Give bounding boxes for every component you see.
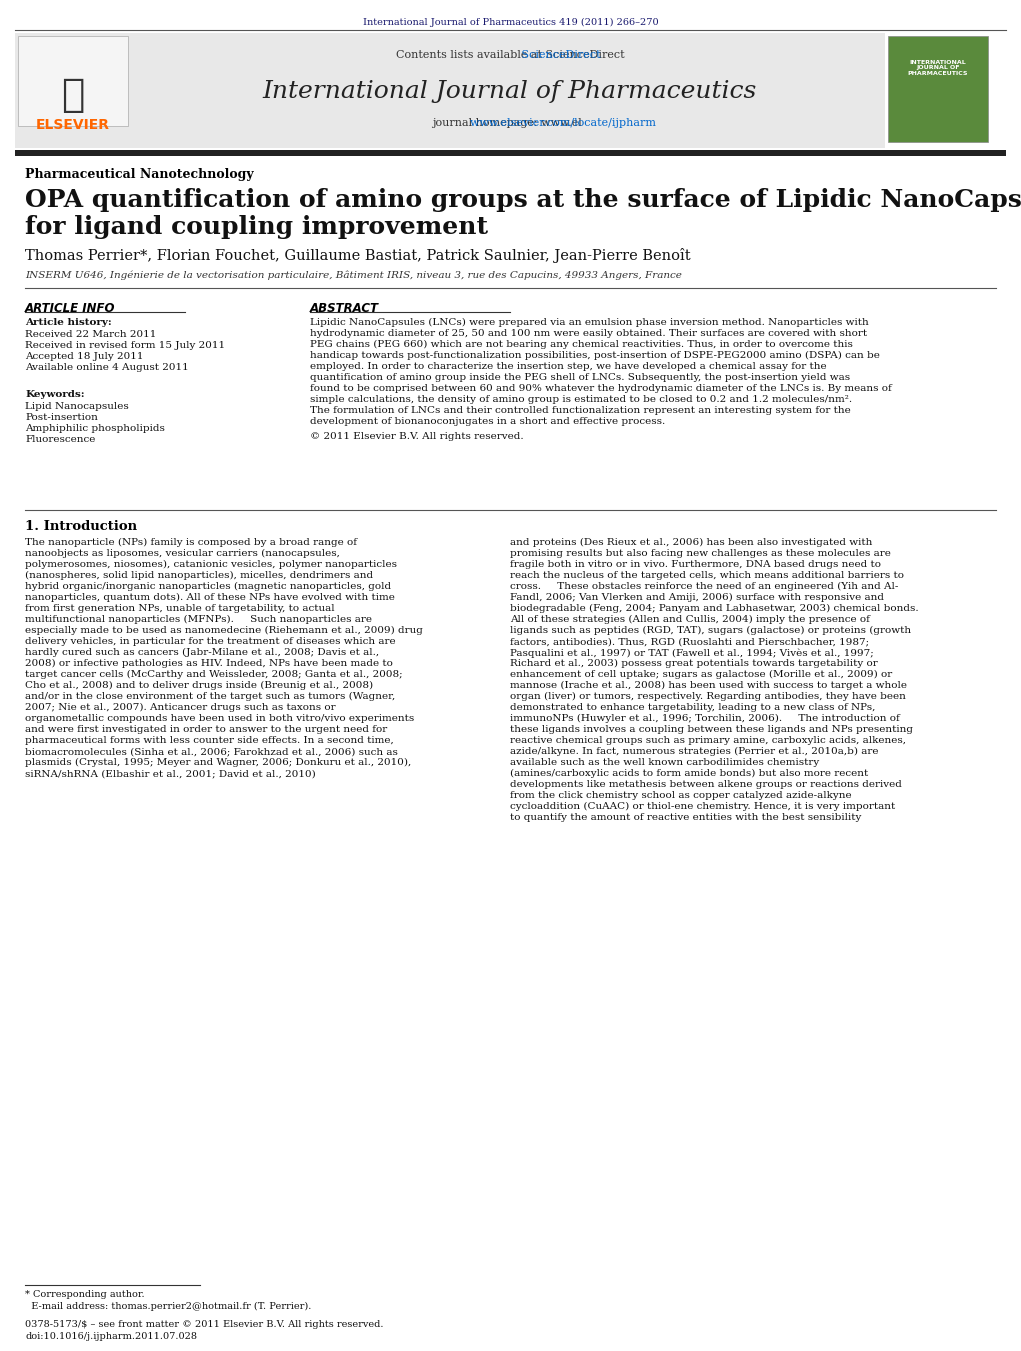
Text: mannose (Irache et al., 2008) has been used with success to target a whole: mannose (Irache et al., 2008) has been u… xyxy=(510,681,907,690)
Bar xyxy=(18,36,128,126)
Text: enhancement of cell uptake; sugars as galactose (Morille et al., 2009) or: enhancement of cell uptake; sugars as ga… xyxy=(510,670,892,680)
Text: The formulation of LNCs and their controlled functionalization represent an inte: The formulation of LNCs and their contro… xyxy=(310,407,850,415)
Text: Post-insertion: Post-insertion xyxy=(25,413,98,422)
Text: * Corresponding author.: * Corresponding author. xyxy=(25,1290,145,1300)
Text: Cho et al., 2008) and to deliver drugs inside (Breunig et al., 2008): Cho et al., 2008) and to deliver drugs i… xyxy=(25,681,373,690)
Text: organ (liver) or tumors, respectively. Regarding antibodies, they have been: organ (liver) or tumors, respectively. R… xyxy=(510,692,906,701)
Text: nanoparticles, quantum dots). All of these NPs have evolved with time: nanoparticles, quantum dots). All of the… xyxy=(25,593,395,603)
Text: E-mail address: thomas.perrier2@hotmail.fr (T. Perrier).: E-mail address: thomas.perrier2@hotmail.… xyxy=(25,1302,311,1310)
Text: and proteins (Des Rieux et al., 2006) has been also investigated with: and proteins (Des Rieux et al., 2006) ha… xyxy=(510,538,872,547)
Text: Fluorescence: Fluorescence xyxy=(25,435,95,444)
Text: quantification of amino group inside the PEG shell of LNCs. Subsequently, the po: quantification of amino group inside the… xyxy=(310,373,850,382)
Text: INSERM U646, Ingénierie de la vectorisation particulaire, Bâtiment IRIS, niveau : INSERM U646, Ingénierie de la vectorisat… xyxy=(25,270,682,280)
Text: Article history:: Article history: xyxy=(25,317,111,327)
Text: from first generation NPs, unable of targetability, to actual: from first generation NPs, unable of tar… xyxy=(25,604,335,613)
Text: biomacromolecules (Sinha et al., 2006; Farokhzad et al., 2006) such as: biomacromolecules (Sinha et al., 2006; F… xyxy=(25,747,398,757)
Text: Received 22 March 2011: Received 22 March 2011 xyxy=(25,330,156,339)
Text: hydrodynamic diameter of 25, 50 and 100 nm were easily obtained. Their surfaces : hydrodynamic diameter of 25, 50 and 100 … xyxy=(310,330,867,338)
Text: siRNA/shRNA (Elbashir et al., 2001; David et al., 2010): siRNA/shRNA (Elbashir et al., 2001; Davi… xyxy=(25,769,315,778)
Text: journal homepage: www.el: journal homepage: www.el xyxy=(432,118,588,128)
Text: simple calculations, the density of amino group is estimated to be closed to 0.2: simple calculations, the density of amin… xyxy=(310,394,853,404)
Text: delivery vehicles, in particular for the treatment of diseases which are: delivery vehicles, in particular for the… xyxy=(25,638,395,646)
Text: Accepted 18 July 2011: Accepted 18 July 2011 xyxy=(25,353,144,361)
Text: hardly cured such as cancers (Jabr-Milane et al., 2008; Davis et al.,: hardly cured such as cancers (Jabr-Milan… xyxy=(25,648,379,657)
Text: (amines/carboxylic acids to form amide bonds) but also more recent: (amines/carboxylic acids to form amide b… xyxy=(510,769,868,778)
Text: The nanoparticle (NPs) family is composed by a broad range of: The nanoparticle (NPs) family is compose… xyxy=(25,538,357,547)
Text: Contents lists available at ScienceDirect: Contents lists available at ScienceDirec… xyxy=(396,50,624,59)
Text: 2007; Nie et al., 2007). Anticancer drugs such as taxons or: 2007; Nie et al., 2007). Anticancer drug… xyxy=(25,703,336,712)
Text: demonstrated to enhance targetability, leading to a new class of NPs,: demonstrated to enhance targetability, l… xyxy=(510,703,875,712)
Text: plasmids (Crystal, 1995; Meyer and Wagner, 2006; Donkuru et al., 2010),: plasmids (Crystal, 1995; Meyer and Wagne… xyxy=(25,758,411,767)
Text: and/or in the close environment of the target such as tumors (Wagner,: and/or in the close environment of the t… xyxy=(25,692,395,701)
Text: 🌳: 🌳 xyxy=(61,76,85,113)
Text: 0378-5173/$ – see front matter © 2011 Elsevier B.V. All rights reserved.: 0378-5173/$ – see front matter © 2011 El… xyxy=(25,1320,384,1329)
Text: target cancer cells (McCarthy and Weissleder, 2008; Ganta et al., 2008;: target cancer cells (McCarthy and Weissl… xyxy=(25,670,402,680)
Text: INTERNATIONAL
JOURNAL OF
PHARMACEUTICS: INTERNATIONAL JOURNAL OF PHARMACEUTICS xyxy=(908,59,968,76)
Text: © 2011 Elsevier B.V. All rights reserved.: © 2011 Elsevier B.V. All rights reserved… xyxy=(310,432,524,440)
Text: PEG chains (PEG 660) which are not bearing any chemical reactivities. Thus, in o: PEG chains (PEG 660) which are not beari… xyxy=(310,340,853,349)
Text: reach the nucleus of the targeted cells, which means additional barriers to: reach the nucleus of the targeted cells,… xyxy=(510,571,904,580)
Text: multifunctional nanoparticles (MFNPs).     Such nanoparticles are: multifunctional nanoparticles (MFNPs). S… xyxy=(25,615,372,624)
Text: available such as the well known carbodilimides chemistry: available such as the well known carbodi… xyxy=(510,758,819,767)
Text: biodegradable (Feng, 2004; Panyam and Labhasetwar, 2003) chemical bonds.: biodegradable (Feng, 2004; Panyam and La… xyxy=(510,604,919,613)
Text: immunoNPs (Huwyler et al., 1996; Torchilin, 2006).     The introduction of: immunoNPs (Huwyler et al., 1996; Torchil… xyxy=(510,713,900,723)
Text: cycloaddition (CuAAC) or thiol-ene chemistry. Hence, it is very important: cycloaddition (CuAAC) or thiol-ene chemi… xyxy=(510,802,895,811)
Text: (nanospheres, solid lipid nanoparticles), micelles, dendrimers and: (nanospheres, solid lipid nanoparticles)… xyxy=(25,571,373,580)
Text: 2008) or infective pathologies as HIV. Indeed, NPs have been made to: 2008) or infective pathologies as HIV. I… xyxy=(25,659,393,669)
Text: doi:10.1016/j.ijpharm.2011.07.028: doi:10.1016/j.ijpharm.2011.07.028 xyxy=(25,1332,197,1342)
Text: All of these strategies (Allen and Cullis, 2004) imply the presence of: All of these strategies (Allen and Culli… xyxy=(510,615,870,624)
Text: pharmaceutical forms with less counter side effects. In a second time,: pharmaceutical forms with less counter s… xyxy=(25,736,394,744)
Text: found to be comprised between 60 and 90% whatever the hydrodynamic diameter of t: found to be comprised between 60 and 90%… xyxy=(310,384,891,393)
Bar xyxy=(15,150,1006,155)
Text: cross.     These obstacles reinforce the need of an engineered (Yih and Al-: cross. These obstacles reinforce the nee… xyxy=(510,582,898,592)
Text: OPA quantification of amino groups at the surface of Lipidic NanoCapsules (LNCs): OPA quantification of amino groups at th… xyxy=(25,188,1021,212)
Text: www.elsevier.com/locate/ijpharm: www.elsevier.com/locate/ijpharm xyxy=(364,118,655,128)
Text: 1. Introduction: 1. Introduction xyxy=(25,520,137,534)
Text: International Journal of Pharmaceutics 419 (2011) 266–270: International Journal of Pharmaceutics 4… xyxy=(363,18,659,27)
Text: to quantify the amount of reactive entities with the best sensibility: to quantify the amount of reactive entit… xyxy=(510,813,862,821)
Text: Lipidic NanoCapsules (LNCs) were prepared via an emulsion phase inversion method: Lipidic NanoCapsules (LNCs) were prepare… xyxy=(310,317,869,327)
Text: Available online 4 August 2011: Available online 4 August 2011 xyxy=(25,363,189,372)
Text: Lipid Nanocapsules: Lipid Nanocapsules xyxy=(25,403,129,411)
Text: Fandl, 2006; Van Vlerken and Amiji, 2006) surface with responsive and: Fandl, 2006; Van Vlerken and Amiji, 2006… xyxy=(510,593,884,603)
Bar xyxy=(888,36,988,142)
Text: especially made to be used as nanomedecine (Riehemann et al., 2009) drug: especially made to be used as nanomedeci… xyxy=(25,626,423,635)
Text: azide/alkyne. In fact, numerous strategies (Perrier et al., 2010a,b) are: azide/alkyne. In fact, numerous strategi… xyxy=(510,747,878,757)
Text: nanoobjects as liposomes, vesicular carriers (nanocapsules,: nanoobjects as liposomes, vesicular carr… xyxy=(25,549,340,558)
Text: Amphiphilic phospholipids: Amphiphilic phospholipids xyxy=(25,424,164,434)
Text: ELSEVIER: ELSEVIER xyxy=(36,118,110,132)
Text: Thomas Perrier*, Florian Fouchet, Guillaume Bastiat, Patrick Saulnier, Jean-Pier: Thomas Perrier*, Florian Fouchet, Guilla… xyxy=(25,249,690,263)
Text: ABSTRACT: ABSTRACT xyxy=(310,303,379,315)
Text: organometallic compounds have been used in both vitro/vivo experiments: organometallic compounds have been used … xyxy=(25,713,415,723)
Text: Keywords:: Keywords: xyxy=(25,390,85,399)
Text: Pasqualini et al., 1997) or TAT (Fawell et al., 1994; Vivès et al., 1997;: Pasqualini et al., 1997) or TAT (Fawell … xyxy=(510,648,874,658)
Text: Richard et al., 2003) possess great potentials towards targetability or: Richard et al., 2003) possess great pote… xyxy=(510,659,878,669)
Text: for ligand coupling improvement: for ligand coupling improvement xyxy=(25,215,488,239)
Text: ARTICLE INFO: ARTICLE INFO xyxy=(25,303,115,315)
Text: development of bionanoconjugates in a short and effective process.: development of bionanoconjugates in a sh… xyxy=(310,417,666,426)
Text: employed. In order to characterize the insertion step, we have developed a chemi: employed. In order to characterize the i… xyxy=(310,362,827,372)
Text: polymerosomes, niosomes), catanionic vesicles, polymer nanoparticles: polymerosomes, niosomes), catanionic ves… xyxy=(25,561,397,569)
Text: promising results but also facing new challenges as these molecules are: promising results but also facing new ch… xyxy=(510,549,891,558)
Bar xyxy=(15,32,885,149)
Text: developments like metathesis between alkene groups or reactions derived: developments like metathesis between alk… xyxy=(510,780,902,789)
Text: fragile both in vitro or in vivo. Furthermore, DNA based drugs need to: fragile both in vitro or in vivo. Furthe… xyxy=(510,561,881,569)
Text: ligands such as peptides (RGD, TAT), sugars (galactose) or proteins (growth: ligands such as peptides (RGD, TAT), sug… xyxy=(510,626,911,635)
Text: reactive chemical groups such as primary amine, carboxylic acids, alkenes,: reactive chemical groups such as primary… xyxy=(510,736,906,744)
Text: handicap towards post-functionalization possibilities, post-insertion of DSPE-PE: handicap towards post-functionalization … xyxy=(310,351,880,361)
Text: from the click chemistry school as copper catalyzed azide-alkyne: from the click chemistry school as coppe… xyxy=(510,790,852,800)
Text: these ligands involves a coupling between these ligands and NPs presenting: these ligands involves a coupling betwee… xyxy=(510,725,913,734)
Text: and were first investigated in order to answer to the urgent need for: and were first investigated in order to … xyxy=(25,725,387,734)
Text: Received in revised form 15 July 2011: Received in revised form 15 July 2011 xyxy=(25,340,225,350)
Text: International Journal of Pharmaceutics: International Journal of Pharmaceutics xyxy=(262,80,758,103)
Text: factors, antibodies). Thus, RGD (Ruoslahti and Pierschbacher, 1987;: factors, antibodies). Thus, RGD (Ruoslah… xyxy=(510,638,869,646)
Text: ScienceDirect: ScienceDirect xyxy=(420,50,600,59)
Text: hybrid organic/inorganic nanoparticles (magnetic nanoparticles, gold: hybrid organic/inorganic nanoparticles (… xyxy=(25,582,391,592)
Text: Pharmaceutical Nanotechnology: Pharmaceutical Nanotechnology xyxy=(25,168,253,181)
